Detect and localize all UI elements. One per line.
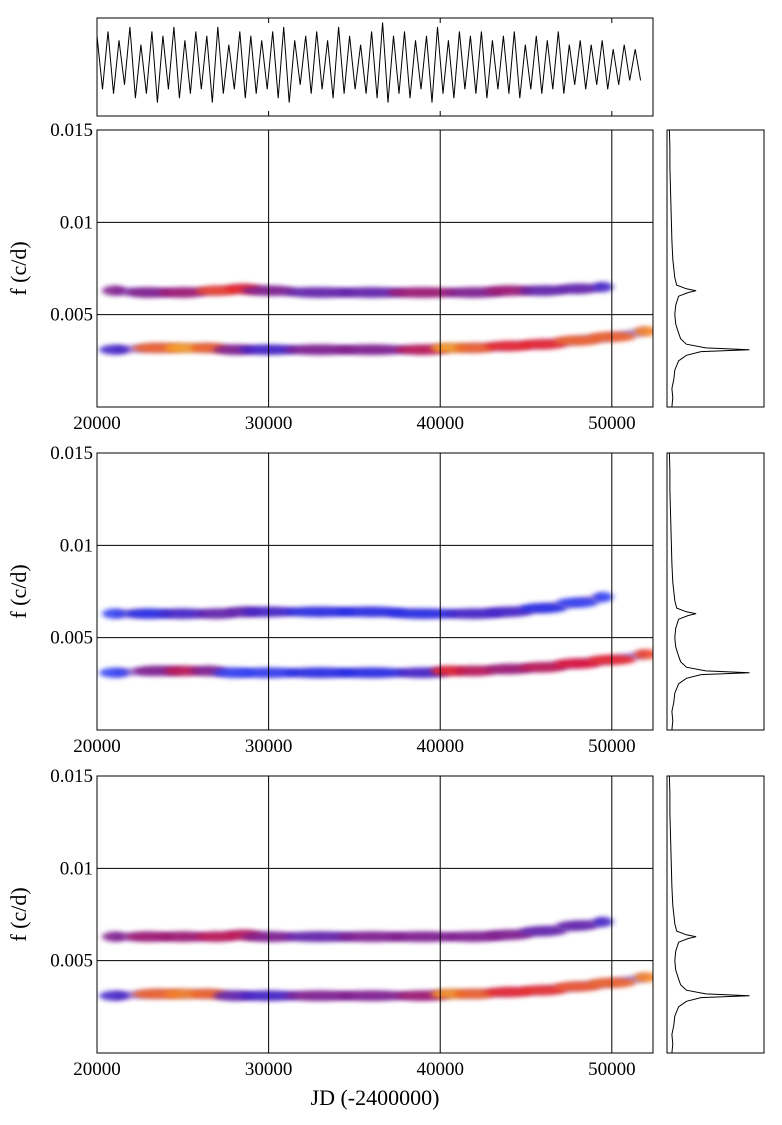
- x-tick-label: 30000: [245, 736, 293, 757]
- ridge-point: [634, 326, 653, 337]
- panel-frame: [666, 775, 765, 1054]
- y-tick-label: 0.01: [60, 212, 93, 233]
- light-curve: [96, 22, 642, 103]
- ridge-point: [124, 287, 173, 298]
- y-tick-label: 0.005: [50, 951, 93, 972]
- ridge-point: [124, 608, 173, 619]
- spectrogram-image: [99, 281, 653, 355]
- panel-frame: [666, 129, 765, 408]
- ridge-point: [593, 592, 614, 603]
- y-tick-label: 0.01: [60, 858, 93, 879]
- ridge-point: [556, 920, 599, 931]
- ridge-point: [102, 931, 127, 942]
- spectrogram-image: [99, 916, 653, 1001]
- y-tick-label: 0.005: [50, 305, 93, 326]
- ridge-point: [99, 344, 130, 355]
- x-tick-label: 50000: [588, 413, 636, 434]
- panel-frame: [96, 129, 654, 408]
- ridge-point: [387, 287, 460, 298]
- ridge-point: [634, 972, 653, 983]
- x-tick-label: 20000: [73, 736, 121, 757]
- panel-frame: [96, 452, 654, 731]
- y-axis-label: f (c/d): [6, 564, 31, 618]
- ridge-point: [164, 988, 201, 999]
- x-tick-label: 20000: [73, 413, 121, 434]
- ridge-point: [335, 931, 408, 942]
- ridge-point: [284, 667, 357, 678]
- panel-frame: [96, 17, 654, 117]
- ridge-point: [556, 283, 599, 294]
- ridge-point: [284, 990, 357, 1001]
- ridge-point: [519, 285, 568, 296]
- panel-frame: [96, 775, 654, 1054]
- ridge-point: [387, 608, 460, 619]
- ridge-point: [158, 931, 207, 942]
- x-tick-label: 40000: [416, 1059, 464, 1080]
- y-tick-label: 0.015: [50, 120, 93, 141]
- ridge-point: [335, 990, 408, 1001]
- x-tick-label: 30000: [245, 413, 293, 434]
- power-spectrum: [668, 129, 750, 408]
- ridge-point: [102, 608, 127, 619]
- ridge-point: [284, 931, 357, 942]
- ridge-point: [102, 285, 127, 296]
- ridge-point: [284, 606, 357, 617]
- spectrogram-image: [99, 592, 653, 678]
- ridge-point: [634, 649, 653, 660]
- ridge-point: [284, 287, 357, 298]
- ridge-point: [158, 287, 207, 298]
- y-tick-label: 0.015: [50, 766, 93, 787]
- x-tick-label: 50000: [588, 736, 636, 757]
- ridge-point: [387, 931, 460, 942]
- ridge-point: [519, 926, 568, 937]
- ridge-point: [556, 597, 599, 608]
- y-axis-label: f (c/d): [6, 241, 31, 295]
- ridge-point: [593, 916, 614, 927]
- ridge-point: [593, 281, 614, 292]
- y-tick-label: 0.005: [50, 628, 93, 649]
- x-tick-label: 20000: [73, 1059, 121, 1080]
- x-tick-label: 40000: [416, 736, 464, 757]
- ridge-point: [99, 667, 130, 678]
- ridge-point: [519, 603, 568, 614]
- x-tick-label: 30000: [245, 1059, 293, 1080]
- panel-frame: [666, 452, 765, 731]
- ridge-point: [335, 344, 408, 355]
- power-spectrum: [668, 775, 750, 1054]
- power-spectrum: [668, 452, 750, 731]
- ridge-point: [164, 665, 201, 676]
- ridge-point: [335, 667, 408, 678]
- ridge-point: [158, 608, 207, 619]
- ridge-point: [164, 342, 201, 353]
- x-tick-label: 40000: [416, 413, 464, 434]
- x-axis-label: JD (-2400000): [311, 1085, 440, 1110]
- y-tick-label: 0.01: [60, 535, 93, 556]
- ridge-point: [124, 931, 173, 942]
- ridge-point: [284, 344, 357, 355]
- ridge-point: [335, 287, 408, 298]
- ridge-point: [484, 285, 533, 296]
- y-axis-label: f (c/d): [6, 887, 31, 941]
- y-tick-label: 0.015: [50, 443, 93, 464]
- ridge-point: [99, 990, 130, 1001]
- x-tick-label: 50000: [588, 1059, 636, 1080]
